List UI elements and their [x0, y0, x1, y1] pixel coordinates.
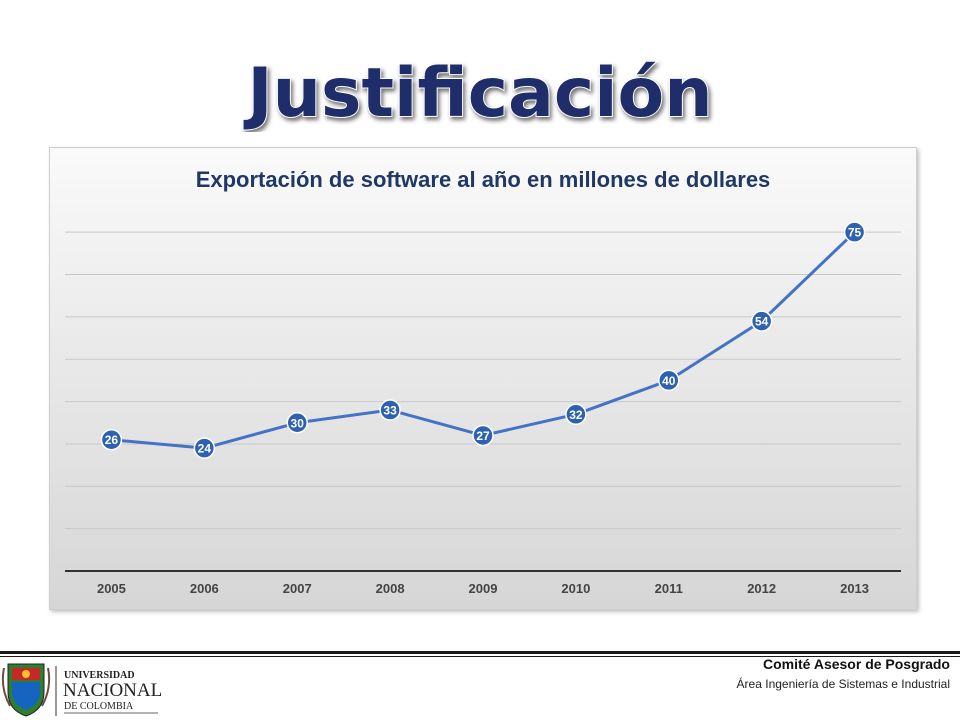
data-point-marker [565, 403, 587, 426]
data-markers: 26 24 30 33 27 32 40 54 75 [100, 221, 866, 459]
data-label: 30 [291, 416, 305, 430]
coat-of-arms-icon: UNIVERSIDAD NACIONAL DE COLOMBIA [1, 663, 162, 717]
footer-divider-thin [0, 656, 960, 657]
data-point: 54 [750, 310, 773, 332]
data-label: 75 [848, 226, 862, 240]
chart-panel: Exportación de software al año en millon… [49, 147, 917, 610]
x-tick-label: 2005 [97, 581, 126, 596]
x-tick-labels: 2005 2006 2007 2008 2009 2010 2011 2012 2013 [97, 581, 869, 596]
data-point: 75 [843, 221, 866, 243]
logo-line-colombia: DE COLOMBIA [64, 701, 134, 712]
data-label: 27 [476, 429, 490, 443]
series-polyline [111, 231, 856, 450]
x-tick-label: 2010 [561, 581, 590, 596]
gridlines [65, 231, 901, 572]
slide-title-text: Justificación [243, 54, 712, 132]
data-point: 24 [193, 437, 216, 459]
data-point: 26 [100, 428, 123, 451]
x-tick-label: 2009 [469, 581, 498, 596]
logo-line-nacional: NACIONAL [63, 680, 162, 701]
data-point-marker [379, 399, 401, 421]
data-label: 24 [198, 442, 212, 456]
footer-divider [0, 651, 960, 654]
slide-title: Justificación [0, 52, 960, 132]
data-point-marker [843, 221, 866, 243]
x-tick-label: 2006 [190, 581, 219, 596]
footer-committee: Comité Asesor de Posgrado [763, 656, 950, 672]
data-point: 33 [379, 399, 401, 421]
x-tick-label: 2013 [840, 581, 869, 596]
data-point-marker [286, 412, 308, 434]
slide-title-graphic: Justificación [242, 53, 713, 132]
chart-title: Exportación de software al año en millon… [196, 167, 771, 192]
x-tick-label: 2007 [283, 581, 312, 596]
x-tick-label: 2012 [747, 581, 776, 596]
data-point-marker [750, 310, 773, 332]
data-label: 32 [569, 408, 583, 422]
data-label: 54 [755, 315, 769, 329]
data-label: 40 [662, 374, 676, 388]
data-label: 26 [105, 433, 119, 447]
data-point: 40 [658, 369, 680, 392]
x-tick-label: 2011 [655, 581, 683, 596]
footer-area: Área Ingeniería de Sistemas e Industrial [736, 677, 950, 691]
data-label: 33 [383, 404, 397, 418]
data-point: 27 [472, 424, 494, 447]
data-point: 32 [565, 403, 587, 426]
data-point-marker [658, 369, 680, 392]
logo-line-universidad: UNIVERSIDAD [64, 670, 135, 681]
data-point: 30 [286, 412, 308, 434]
x-tick-label: 2008 [376, 581, 405, 596]
data-point-marker [193, 437, 216, 459]
data-point-marker [100, 428, 123, 451]
data-point-marker [472, 424, 494, 447]
series-line [111, 231, 856, 450]
university-logo: UNIVERSIDAD NACIONAL DE COLOMBIA [0, 658, 170, 720]
line-chart: Exportación de software al año en millon… [65, 167, 901, 596]
